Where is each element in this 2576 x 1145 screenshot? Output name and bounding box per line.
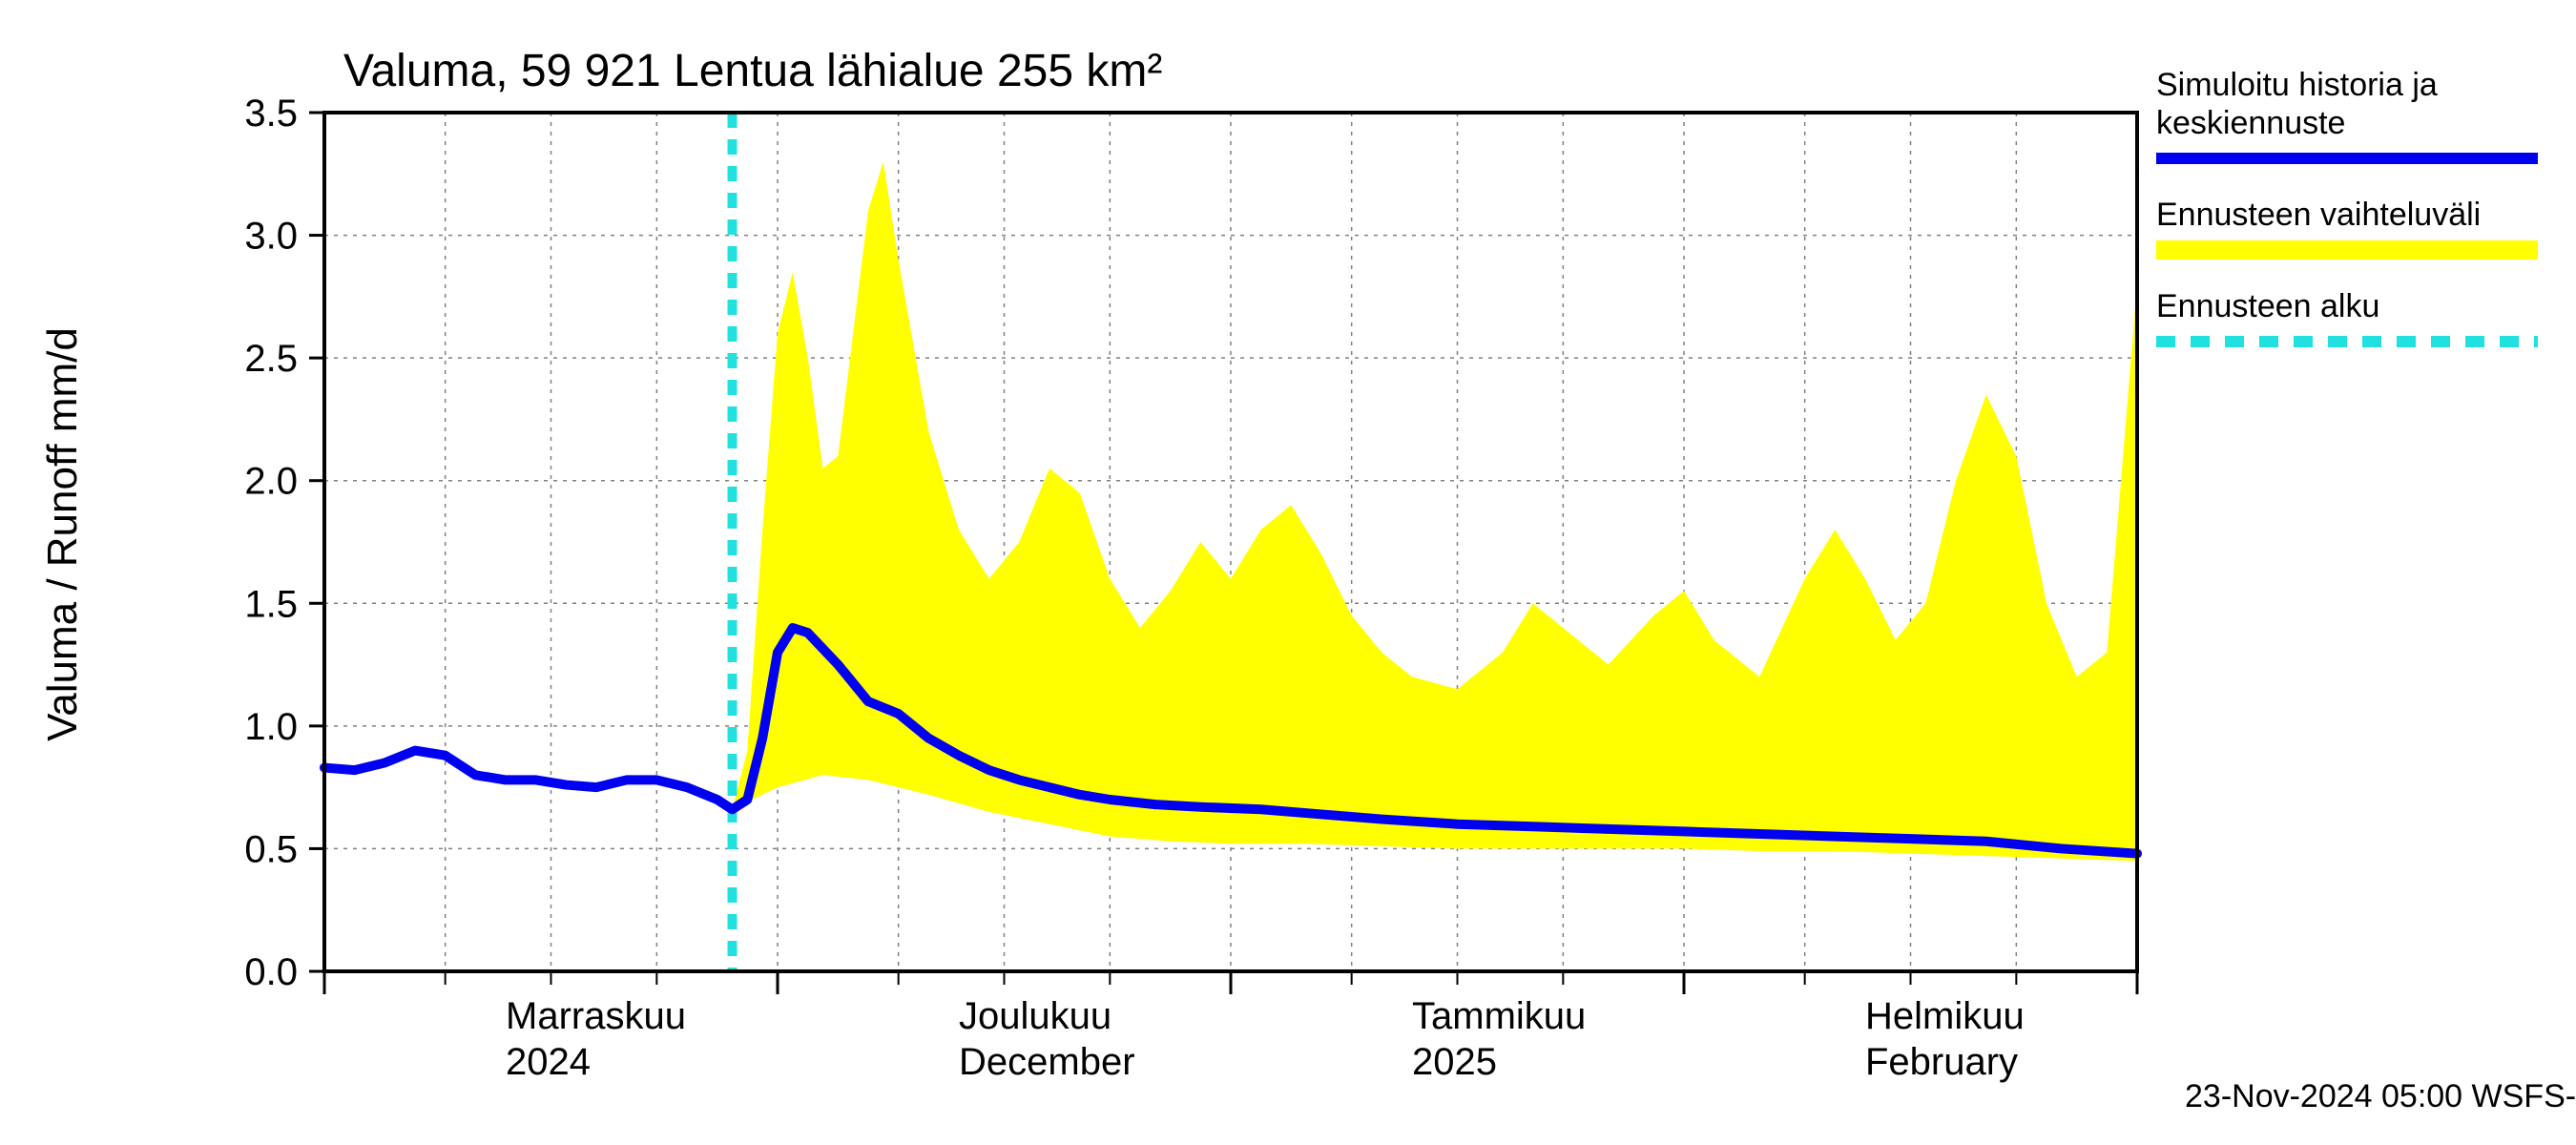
legend-label: Ennusteen alku [2156, 288, 2379, 324]
y-tick-label: 0.0 [244, 951, 298, 993]
chart-svg: Valuma, 59 921 Lentua lähialue 255 km² Va… [0, 0, 2576, 1145]
runoff-forecast-chart: Valuma, 59 921 Lentua lähialue 255 km² Va… [0, 0, 2576, 1145]
x-month-label-top: Marraskuu [506, 995, 686, 1037]
y-tick-label: 2.0 [244, 461, 298, 503]
x-month-label-bottom: February [1865, 1041, 2018, 1083]
title-text: Valuma, 59 921 Lentua lähialue 255 km² [343, 46, 1162, 96]
legend-label: keskiennuste [2156, 105, 2345, 141]
y-tick-label: 2.5 [244, 338, 298, 380]
x-month-label-top: Joulukuu [959, 995, 1111, 1037]
y-tick-label: 1.0 [244, 706, 298, 748]
footer-text: 23-Nov-2024 05:00 WSFS-O [2185, 1078, 2576, 1114]
x-month-label-bottom: 2024 [506, 1041, 591, 1083]
y-axis-label: Valuma / Runoff mm/d [39, 327, 86, 741]
x-month-label-bottom: December [959, 1041, 1135, 1083]
x-month-label-top: Helmikuu [1865, 995, 2025, 1037]
x-month-label-top: Tammikuu [1412, 995, 1586, 1037]
y-tick-label: 3.0 [244, 216, 298, 258]
legend-label: Simuloitu historia ja [2156, 67, 2438, 103]
y-tick-label: 3.5 [244, 93, 298, 135]
y-tick-label: 1.5 [244, 583, 298, 625]
x-month-label-bottom: 2025 [1412, 1041, 1497, 1083]
legend-swatch-area [2156, 240, 2538, 260]
y-tick-label: 0.5 [244, 828, 298, 870]
legend-label: Ennusteen vaihteluväli [2156, 197, 2481, 233]
